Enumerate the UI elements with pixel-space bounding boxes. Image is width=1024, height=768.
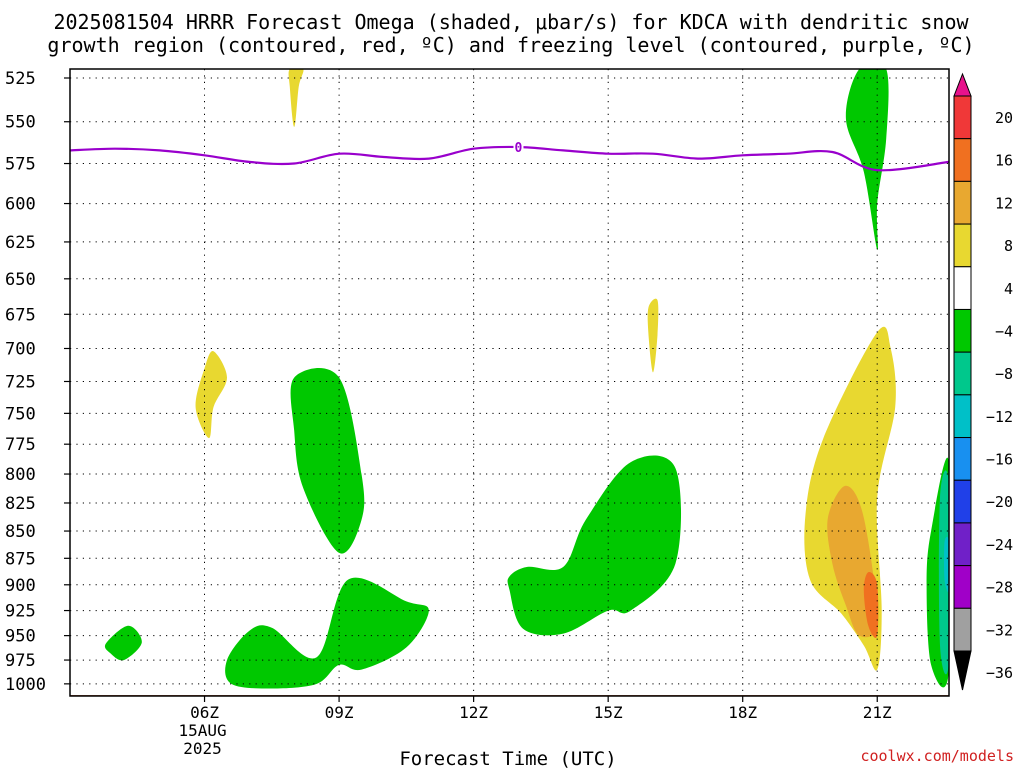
y-tick-label: 975 xyxy=(5,651,36,671)
colorbar-swatch xyxy=(953,607,972,652)
colorbar-label: −32 xyxy=(986,621,1013,639)
y-tick-label: 900 xyxy=(5,576,36,596)
omega-negative-4 xyxy=(845,69,889,250)
colorbar-swatch xyxy=(953,479,972,524)
x-axis-title: Forecast Time (UTC) xyxy=(399,748,616,768)
y-tick-label: 850 xyxy=(5,522,36,542)
y-tick-label: 800 xyxy=(5,465,36,485)
colorbar-label: −24 xyxy=(986,536,1013,554)
omega-shading xyxy=(104,69,949,689)
plot-border xyxy=(69,68,950,697)
omega-negative-4 xyxy=(225,577,429,689)
y-tick-label: 950 xyxy=(5,627,36,647)
colorbar-label: 16 xyxy=(995,152,1013,170)
y-tick-label: 825 xyxy=(5,494,36,514)
colorbar-swatch xyxy=(953,565,972,609)
colorbar-bottom-triangle xyxy=(953,650,972,691)
freezing-level-contour: 0 xyxy=(69,139,950,172)
colorbar-label: −28 xyxy=(986,579,1013,597)
colorbar-swatch xyxy=(953,308,972,353)
colorbar-label: 20 xyxy=(995,109,1013,127)
omega-negative-4 xyxy=(104,625,142,661)
chart-subtitle: growth region (contoured, red, ºC) and f… xyxy=(47,33,974,57)
omega-negative-12 xyxy=(943,536,949,593)
y-tick-label: 750 xyxy=(5,404,36,424)
colorbar-label: −4 xyxy=(995,322,1013,340)
y-tick-label: 925 xyxy=(5,602,36,622)
colorbar-swatch xyxy=(953,266,972,310)
x-tick-label: 21Z xyxy=(863,703,892,722)
chart-title: 2025081504 HRRR Forecast Omega (shaded, … xyxy=(53,10,969,34)
y-tick-label: 650 xyxy=(5,270,36,290)
credit-text: coolwx.com/models xyxy=(860,747,1014,765)
y-tick-label: 575 xyxy=(5,155,36,175)
omega-negative-4 xyxy=(507,455,682,636)
colorbar-label: −20 xyxy=(986,493,1013,511)
colorbar-label: −16 xyxy=(986,451,1013,469)
plot-frame xyxy=(69,68,950,697)
y-axis-ticks: 525 550 575 600 625 650 675 700 725 750 775 800 825 8… xyxy=(5,69,70,695)
colorbar-label: −8 xyxy=(995,365,1013,383)
omega-negative-4 xyxy=(290,368,365,554)
y-tick-label: 725 xyxy=(5,372,36,392)
y-tick-label: 700 xyxy=(5,339,36,359)
y-tick-label: 600 xyxy=(5,195,36,215)
freezing-level-label-bg xyxy=(513,139,524,155)
colorbar-swatch xyxy=(953,522,972,567)
y-tick-label: 875 xyxy=(5,549,36,569)
colorbar-label: 12 xyxy=(995,194,1013,212)
x-tick-label: 09Z xyxy=(325,703,354,722)
colorbar-swatch xyxy=(953,394,972,439)
x-tick-label: 18Z xyxy=(728,703,757,722)
colorbar-label: −36 xyxy=(986,664,1013,682)
colorbar-top-triangle xyxy=(953,72,972,97)
colorbar-swatch xyxy=(953,437,972,481)
colorbar: 20 16 12 8 4 −4 −8 −12 −16 −20 −24 −28 −32 −36 xyxy=(953,72,1013,691)
colorbar-swatch xyxy=(953,138,972,182)
x-tick-year: 2025 xyxy=(183,739,222,758)
y-tick-label: 625 xyxy=(5,233,36,253)
omega-positive-4 xyxy=(647,298,659,373)
colorbar-swatch xyxy=(953,180,972,225)
y-tick-label: 775 xyxy=(5,435,36,455)
colorbar-swatch xyxy=(953,223,972,268)
colorbar-label: 8 xyxy=(1004,237,1013,255)
colorbar-label: −12 xyxy=(986,408,1013,426)
omega-negative-8 xyxy=(938,470,949,675)
colorbar-swatch xyxy=(953,351,972,396)
x-tick-label: 12Z xyxy=(459,703,488,722)
omega-positive-4 xyxy=(195,351,227,439)
freezing-level-label: 0 xyxy=(515,141,523,156)
freezing-level-line xyxy=(69,145,950,172)
y-tick-label: 675 xyxy=(5,305,36,325)
y-tick-label: 525 xyxy=(5,69,36,89)
y-tick-label: 550 xyxy=(5,113,36,133)
x-tick-label: 06Z xyxy=(190,703,219,722)
colorbar-swatch xyxy=(953,95,972,140)
x-tick-label: 15Z xyxy=(594,703,623,722)
x-tick-date: 15AUG xyxy=(178,721,226,740)
omega-positive-4 xyxy=(288,69,304,127)
colorbar-label: 4 xyxy=(1004,280,1013,298)
omega-positive-12 xyxy=(863,572,879,638)
y-tick-label: 1000 xyxy=(5,675,46,695)
